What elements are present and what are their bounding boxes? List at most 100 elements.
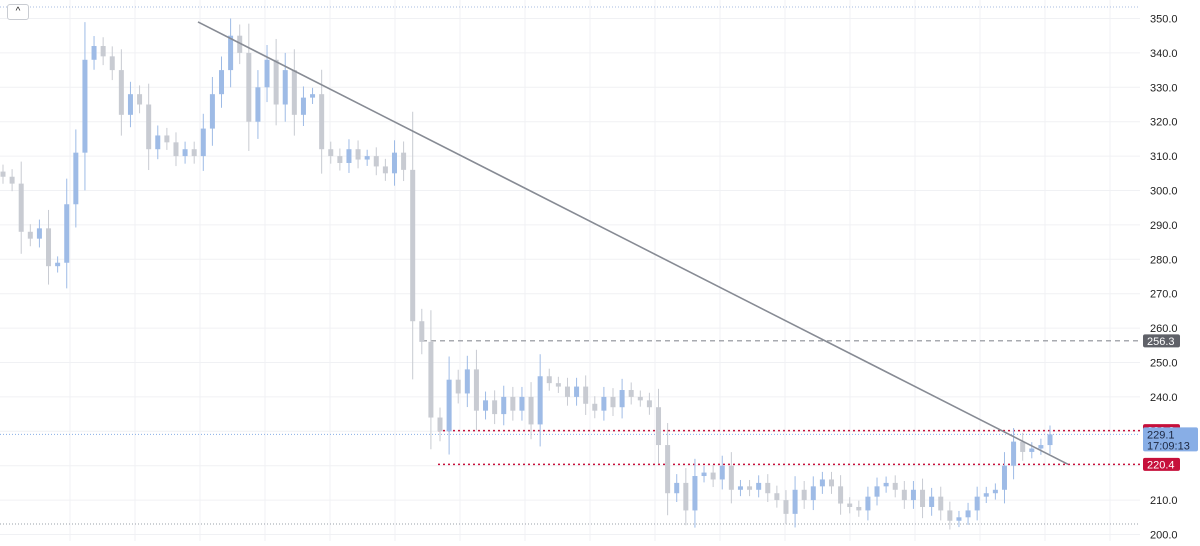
candle-body: [64, 204, 70, 263]
candle-body: [920, 489, 926, 507]
candle-body: [692, 476, 698, 511]
candle-body: [564, 386, 570, 397]
candle-body: [401, 152, 407, 170]
y-tick-label: 210.0: [1150, 495, 1178, 507]
candle-body: [36, 228, 42, 239]
y-tick-label: 200.0: [1150, 530, 1178, 542]
candle-body: [938, 496, 944, 511]
y-tick-label: 250.0: [1150, 358, 1178, 370]
candle-body: [656, 407, 662, 446]
current-price-value: 229.1: [1147, 429, 1175, 441]
candle-body: [419, 321, 425, 342]
candle-body: [291, 70, 297, 115]
y-tick-label: 310.0: [1150, 151, 1178, 163]
candle-body: [728, 465, 734, 490]
candle-body: [947, 510, 953, 521]
candle-body: [282, 70, 288, 105]
y-tick-label: 280.0: [1150, 254, 1178, 266]
candle-body: [719, 465, 725, 480]
candle-body: [9, 176, 15, 184]
candle-body: [883, 482, 889, 487]
candle-body: [373, 156, 379, 167]
candle-body: [555, 383, 561, 387]
resistance-price-tag: 256.3: [1143, 334, 1180, 348]
candle-body: [428, 341, 434, 418]
price-levels: [0, 340, 1140, 466]
candle-body: [1047, 434, 1053, 446]
candle-body: [892, 482, 898, 490]
candle-body: [46, 228, 52, 267]
candle-body: [410, 169, 416, 322]
candle-body: [382, 166, 388, 174]
y-tick-label: 300.0: [1150, 186, 1178, 198]
grid-lines: [0, 0, 1140, 541]
y-tick-label: 320.0: [1150, 117, 1178, 129]
candle-body: [992, 489, 998, 494]
candle-body: [319, 94, 325, 150]
candle-body: [592, 403, 598, 411]
candle-body: [674, 482, 680, 494]
candle-body: [118, 70, 124, 115]
candle-body: [610, 396, 616, 408]
current-price-tag: 229.117:09:13: [1143, 427, 1198, 452]
candle-body: [865, 496, 871, 511]
collapse-button[interactable]: ^: [7, 4, 29, 20]
candle-body: [310, 94, 316, 98]
candle-body: [437, 417, 443, 432]
candle-body: [637, 396, 643, 401]
candle-body: [127, 94, 133, 115]
candle-body: [1020, 441, 1026, 452]
candle-body: [82, 59, 88, 153]
candle-body: [1001, 465, 1007, 490]
candle-body: [100, 46, 106, 57]
candle-body: [255, 87, 261, 122]
y-tick-label: 270.0: [1150, 289, 1178, 301]
candle-body: [501, 396, 507, 415]
chevron-up-icon: ^: [15, 6, 21, 17]
candles: [0, 18, 1053, 530]
candle-body: [901, 489, 907, 501]
candle-body: [847, 503, 853, 507]
candle-body: [1011, 441, 1017, 466]
candle-body: [510, 396, 516, 411]
candle-body: [137, 94, 143, 105]
candle-body: [209, 94, 215, 129]
candle-body: [464, 369, 470, 394]
candle-body: [619, 390, 625, 408]
candle-body: [537, 376, 543, 425]
candle-body: [300, 97, 306, 115]
candle-body: [492, 400, 498, 415]
candle-body: [519, 396, 525, 411]
trendline-layer[interactable]: [197, 21, 1069, 466]
candle-body: [956, 517, 962, 521]
candle-body: [273, 59, 279, 105]
candle-body: [18, 183, 24, 232]
candle-body: [810, 486, 816, 501]
candle-body: [710, 472, 716, 480]
svg-text:256.3: 256.3: [1147, 336, 1175, 348]
candle-body: [55, 262, 61, 267]
trendline[interactable]: [197, 21, 1069, 466]
candle-body: [601, 396, 607, 411]
candle-body: [856, 506, 862, 511]
candle-body: [874, 486, 880, 497]
candle-body: [391, 152, 397, 174]
y-tick-label: 330.0: [1150, 82, 1178, 94]
candle-body: [73, 152, 79, 205]
candle-body: [583, 386, 589, 404]
candle-body: [237, 35, 243, 53]
candle-body: [737, 486, 743, 490]
svg-text:220.4: 220.4: [1147, 459, 1175, 471]
candle-body: [756, 482, 762, 490]
candle-body: [628, 390, 634, 397]
candle-body: [974, 496, 980, 511]
candle-body: [838, 486, 844, 504]
candle-body: [91, 46, 97, 60]
candle-body: [1038, 445, 1044, 449]
candle-body: [246, 52, 252, 122]
candle-body: [328, 149, 334, 157]
candle-body: [528, 396, 534, 425]
candle-body: [0, 171, 6, 177]
